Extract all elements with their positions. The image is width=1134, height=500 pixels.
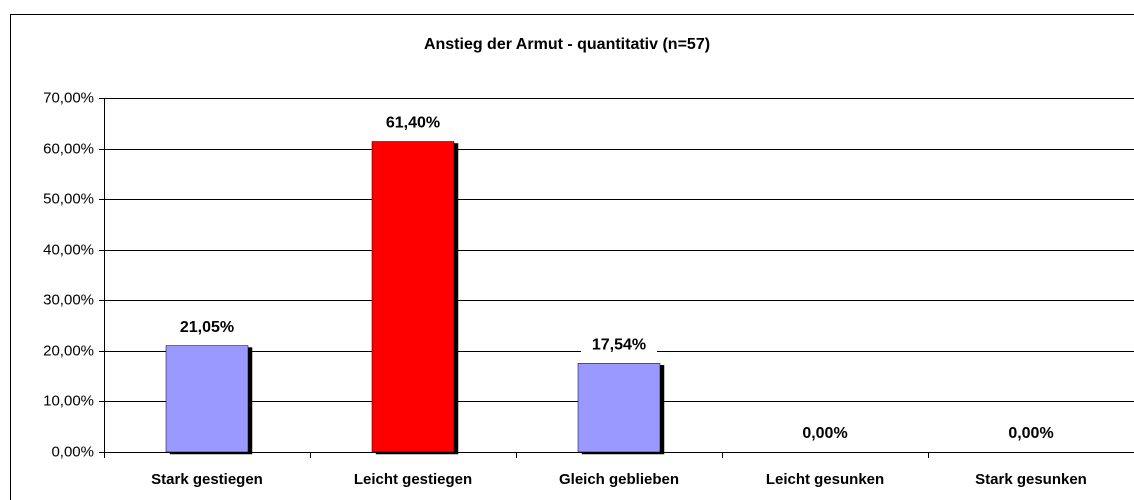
y-tick-label: 20,00% bbox=[43, 342, 94, 359]
value-label: 0,00% bbox=[802, 425, 847, 442]
y-tick-label: 40,00% bbox=[43, 241, 94, 258]
value-label: 0,00% bbox=[1008, 425, 1053, 442]
value-label: 61,40% bbox=[386, 115, 440, 132]
chart-frame bbox=[10, 14, 1134, 500]
y-tick-label: 30,00% bbox=[43, 291, 94, 308]
x-tick-label: Stark gestiegen bbox=[151, 471, 263, 488]
value-label-bg bbox=[787, 424, 863, 444]
value-label: 21,05% bbox=[180, 319, 234, 336]
x-tick-label: Leicht gesunken bbox=[766, 471, 884, 488]
value-label-bg bbox=[993, 424, 1069, 444]
value-label-bg bbox=[169, 317, 245, 338]
bar bbox=[165, 345, 249, 453]
x-tick-label: Stark gesunken bbox=[975, 471, 1087, 488]
value-label: 17,54% bbox=[592, 337, 646, 354]
value-label-bg bbox=[581, 335, 657, 356]
y-tick-label: 70,00% bbox=[43, 89, 94, 106]
chart-title: Anstieg der Armut - quantitativ (n=57) bbox=[424, 36, 710, 53]
bar bbox=[577, 363, 661, 453]
y-tick-label: 50,00% bbox=[43, 190, 94, 207]
y-tick-label: 10,00% bbox=[43, 392, 94, 409]
value-label-bg bbox=[375, 113, 451, 134]
x-tick-label: Leicht gestiegen bbox=[354, 471, 472, 488]
y-tick-label: 0,00% bbox=[51, 443, 94, 460]
x-tick-label: Gleich geblieben bbox=[559, 471, 679, 488]
bar bbox=[371, 141, 455, 453]
y-tick-label: 60,00% bbox=[43, 140, 94, 157]
